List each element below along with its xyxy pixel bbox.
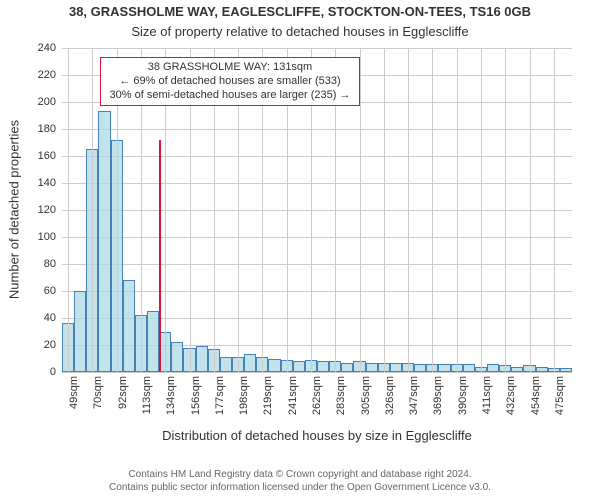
y-tick-label: 120 bbox=[26, 204, 56, 216]
grid-line bbox=[62, 156, 572, 157]
histogram-bar bbox=[560, 368, 572, 372]
chart-subtitle: Size of property relative to detached ho… bbox=[0, 24, 600, 39]
histogram-bar bbox=[196, 346, 208, 372]
attribution-line: Contains public sector information licen… bbox=[0, 482, 600, 495]
x-tick-label: 390sqm bbox=[457, 376, 469, 426]
grid-line bbox=[432, 48, 433, 372]
x-tick-label: 134sqm bbox=[165, 376, 177, 426]
y-tick-label: 40 bbox=[26, 312, 56, 324]
x-tick-label: 156sqm bbox=[190, 376, 202, 426]
info-box: 38 GRASSHOLME WAY: 131sqm← 69% of detach… bbox=[100, 57, 360, 106]
y-tick-label: 180 bbox=[26, 123, 56, 135]
histogram-bar bbox=[463, 364, 475, 372]
x-tick-label: 198sqm bbox=[238, 376, 250, 426]
grid-line bbox=[68, 48, 69, 372]
grid-line bbox=[408, 48, 409, 372]
x-tick-label: 177sqm bbox=[214, 376, 226, 426]
x-tick-label: 347sqm bbox=[408, 376, 420, 426]
x-tick-label: 305sqm bbox=[360, 376, 372, 426]
grid-line bbox=[62, 129, 572, 130]
y-tick-label: 140 bbox=[26, 177, 56, 189]
grid-line bbox=[62, 372, 572, 373]
histogram-bar bbox=[317, 361, 329, 372]
histogram-bar bbox=[366, 363, 378, 372]
histogram-bar bbox=[390, 363, 402, 372]
y-axis-title: Number of detached properties bbox=[7, 110, 22, 310]
info-box-line: 38 GRASSHOLME WAY: 131sqm bbox=[107, 61, 353, 75]
x-tick-label: 475sqm bbox=[554, 376, 566, 426]
grid-line bbox=[554, 48, 555, 372]
x-tick-label: 70sqm bbox=[92, 376, 104, 426]
histogram-bar bbox=[536, 367, 548, 372]
x-tick-label: 49sqm bbox=[68, 376, 80, 426]
x-tick-label: 113sqm bbox=[141, 376, 153, 426]
histogram-bar bbox=[414, 364, 426, 372]
histogram-bar bbox=[293, 361, 305, 372]
histogram-bar bbox=[147, 311, 159, 372]
grid-line bbox=[530, 48, 531, 372]
x-tick-label: 432sqm bbox=[505, 376, 517, 426]
grid-line bbox=[62, 183, 572, 184]
y-tick-label: 220 bbox=[26, 69, 56, 81]
histogram-bar bbox=[98, 111, 110, 372]
grid-line bbox=[481, 48, 482, 372]
grid-line bbox=[62, 291, 572, 292]
x-tick-label: 369sqm bbox=[432, 376, 444, 426]
histogram-bar bbox=[487, 364, 499, 372]
y-tick-label: 20 bbox=[26, 339, 56, 351]
histogram-bar bbox=[341, 363, 353, 372]
x-tick-label: 241sqm bbox=[287, 376, 299, 426]
chart-title: 38, GRASSHOLME WAY, EAGLESCLIFFE, STOCKT… bbox=[0, 4, 600, 19]
grid-line bbox=[457, 48, 458, 372]
histogram-bar bbox=[123, 280, 135, 372]
histogram-bar bbox=[171, 342, 183, 372]
x-tick-label: 262sqm bbox=[311, 376, 323, 426]
x-tick-label: 92sqm bbox=[117, 376, 129, 426]
y-tick-label: 160 bbox=[26, 150, 56, 162]
y-tick-label: 80 bbox=[26, 258, 56, 270]
y-tick-label: 60 bbox=[26, 285, 56, 297]
grid-line bbox=[92, 48, 93, 372]
histogram-bar bbox=[268, 359, 280, 373]
grid-line bbox=[62, 210, 572, 211]
y-tick-label: 200 bbox=[26, 96, 56, 108]
histogram-bar bbox=[511, 367, 523, 372]
info-box-line: 30% of semi-detached houses are larger (… bbox=[107, 89, 353, 103]
histogram-bar bbox=[220, 357, 232, 372]
grid-line bbox=[62, 264, 572, 265]
y-tick-label: 100 bbox=[26, 231, 56, 243]
grid-line bbox=[62, 48, 572, 49]
x-tick-label: 219sqm bbox=[262, 376, 274, 426]
histogram-bar bbox=[74, 291, 86, 372]
histogram-bar bbox=[244, 354, 256, 372]
attribution-line: Contains HM Land Registry data © Crown c… bbox=[0, 469, 600, 482]
grid-line bbox=[62, 237, 572, 238]
info-box-line: ← 69% of detached houses are smaller (53… bbox=[107, 75, 353, 89]
x-tick-label: 283sqm bbox=[335, 376, 347, 426]
x-tick-label: 411sqm bbox=[481, 376, 493, 426]
grid-line bbox=[384, 48, 385, 372]
y-tick-label: 240 bbox=[26, 42, 56, 54]
x-tick-label: 454sqm bbox=[530, 376, 542, 426]
histogram-bar bbox=[438, 364, 450, 372]
x-axis-title: Distribution of detached houses by size … bbox=[62, 428, 572, 443]
chart-container: { "title": "38, GRASSHOLME WAY, EAGLESCL… bbox=[0, 0, 600, 500]
marker-line bbox=[159, 140, 161, 372]
grid-line bbox=[505, 48, 506, 372]
attribution-text: Contains HM Land Registry data © Crown c… bbox=[0, 469, 600, 494]
y-tick-label: 0 bbox=[26, 366, 56, 378]
x-tick-label: 326sqm bbox=[384, 376, 396, 426]
